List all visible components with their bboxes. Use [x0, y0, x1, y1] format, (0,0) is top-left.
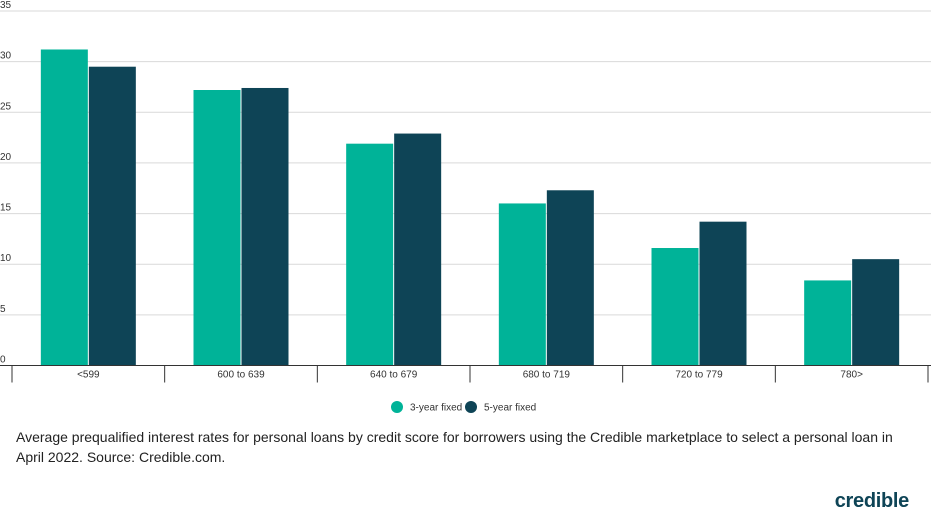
bar: [498, 203, 546, 366]
y-tick-label: 5: [0, 304, 6, 315]
gridlines: [0, 10, 931, 316]
legend-swatch: [465, 401, 477, 413]
bar: [852, 259, 900, 366]
y-tick-label: 15: [0, 203, 12, 214]
bar-chart: 0 5 10 15 20 25 30 35 <599 600 to 639 640 to 679 6…: [0, 0, 931, 414]
credible-logo: credible: [834, 490, 910, 512]
legend-label: 5-year fixed: [484, 403, 536, 414]
y-tick-label: 35: [0, 0, 12, 11]
x-tick-label: 720 to 779: [675, 370, 723, 381]
bar: [699, 221, 747, 366]
bar: [546, 190, 594, 366]
bar: [651, 248, 699, 366]
x-tick-label: 780>: [840, 370, 863, 381]
x-tick-label: 600 to 639: [217, 370, 265, 381]
x-tick-label: <599: [77, 370, 100, 381]
bar: [193, 90, 241, 366]
bar: [804, 280, 852, 366]
legend: 3-year fixed 5-year fixed: [391, 401, 536, 414]
y-tick-label: 10: [0, 253, 12, 264]
bars: [40, 49, 900, 366]
chart-caption: Average prequalified interest rates for …: [16, 429, 893, 465]
y-tick-label: 20: [0, 152, 12, 163]
x-axis-labels: <599 600 to 639 640 to 679 680 to 719 720 to…: [77, 370, 863, 381]
x-tick-label: 640 to 679: [370, 370, 418, 381]
x-tick-label: 680 to 719: [523, 370, 571, 381]
y-tick-label: 25: [0, 101, 12, 112]
bar: [40, 49, 88, 366]
legend-label: 3-year fixed: [410, 403, 462, 414]
y-tick-label: 0: [0, 355, 6, 366]
x-axis: [0, 365, 931, 383]
y-axis-ticks: 0 5 10 15 20 25 30 35: [0, 0, 12, 366]
y-tick-label: 30: [0, 51, 12, 62]
legend-swatch: [391, 401, 403, 413]
bar: [88, 66, 136, 366]
bar: [346, 143, 394, 366]
bar: [394, 133, 442, 366]
bar: [241, 87, 289, 366]
